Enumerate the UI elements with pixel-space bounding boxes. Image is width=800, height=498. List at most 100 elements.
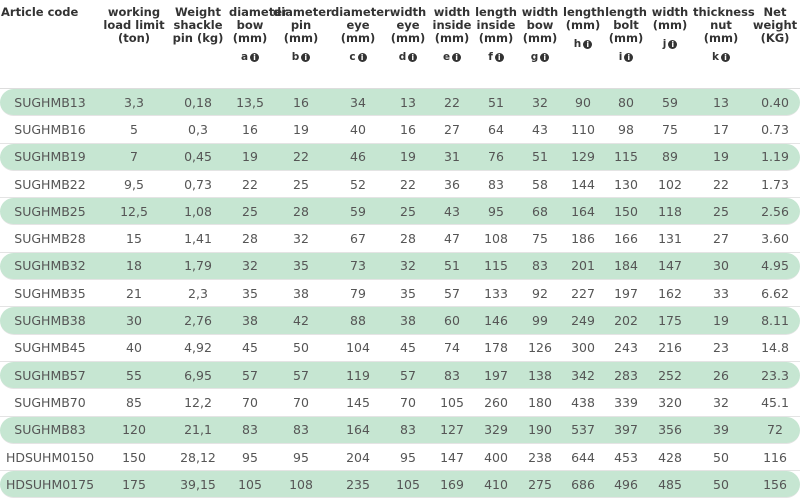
table-cell: 131 [648,225,692,253]
table-cell: 1,41 [168,225,228,253]
table-cell: 686 [562,471,604,498]
table-cell: 57 [386,361,430,390]
table-cell: 184 [604,252,648,281]
info-icon: i [540,52,550,62]
table-cell: SUGHMB45 [0,335,100,362]
table-row: SUGHMB35 21 2,3 35 38 79 35 57 133 92 227 197 162 33 6… [0,280,800,308]
table-cell: 16 [272,89,330,117]
table-cell: 22 [272,143,330,171]
table-cell: 252 [648,361,692,390]
table-cell: 400 [474,444,518,472]
table-cell: 0,45 [168,143,228,171]
table-cell: 35 [228,280,272,308]
table-cell: 320 [648,389,692,417]
table-cell: 12,5 [100,198,168,226]
table-cell: 95 [228,444,272,472]
column-header: width inside (mm) e i [430,0,474,89]
table-cell: 175 [648,307,692,335]
table-row: SUGHMB13 3,3 0,18 13,5 16 34 13 22 51 32 90 80 59 13 0… [0,89,800,117]
table-cell: 115 [474,252,518,281]
table-cell: 201 [562,252,604,281]
table-cell: 83 [518,252,562,281]
table-cell: 537 [562,416,604,444]
table-cell: 39 [692,416,750,444]
table-cell: 68 [518,198,562,226]
table-cell: 118 [648,198,692,226]
table-cell: 70 [272,389,330,417]
table-row: SUGHMB28 15 1,41 28 32 67 28 47 108 75 186 166 131 27… [0,225,800,253]
table-cell: 397 [604,416,648,444]
table-cell: 127 [430,416,474,444]
table-cell: 105 [430,389,474,417]
table-cell: 38 [272,280,330,308]
table-cell: 146 [474,307,518,335]
table-cell: SUGHMB83 [0,416,100,444]
table-cell: 67 [330,225,386,253]
table-cell: 235 [330,471,386,498]
sub-letter: g [530,51,539,63]
table-cell: 57 [228,361,272,390]
table-cell: 70 [228,389,272,417]
table-cell: 51 [518,143,562,171]
table-cell: 644 [562,444,604,472]
table-cell: 40 [100,335,168,362]
sub-letter: e [442,51,451,63]
column-header: Net weight (KG) [750,0,800,89]
table-cell: 32 [272,225,330,253]
sub-letter: d [398,51,407,63]
column-header: working load limit (ton) [100,0,168,89]
table-row: SUGHMB32 18 1,79 32 35 73 32 51 115 83 201 184 147 30… [0,252,800,281]
table-cell: 32 [228,252,272,281]
table-cell: 1.73 [750,171,800,199]
table-cell: 27 [430,116,474,144]
sub-letter: b [291,51,300,63]
column-header: length (mm) h i [562,0,605,89]
table-cell: 6.62 [750,280,800,308]
table-row: SUGHMB16 5 0,3 16 19 40 16 27 64 43 110 98 75 17 0.73 [0,116,800,144]
table-cell: 95 [474,198,518,226]
table-cell: 7 [100,143,168,171]
table-cell: 42 [272,307,330,335]
table-cell: 164 [562,198,604,226]
table-cell: 190 [518,416,562,444]
table-cell: 14.8 [750,335,800,362]
table-cell: 95 [272,444,330,472]
table-cell: 80 [604,89,648,117]
table-cell: 164 [330,416,386,444]
table-cell: 16 [386,116,430,144]
table-cell: 144 [562,171,604,199]
table-body: SUGHMB13 3,3 0,18 13,5 16 34 13 22 51 32 90 80 59 13 0… [0,89,800,498]
table-row: SUGHMB70 85 12,2 70 70 145 70 105 260 180 438 339 32… [0,389,800,417]
table-cell: 95 [386,444,430,472]
table-cell: 120 [100,416,168,444]
table-row: SUGHMB25 12,5 1,08 25 28 59 25 43 95 68 164 150 118 2… [0,198,800,226]
table-cell: 1,79 [168,252,228,281]
table-cell: 178 [474,335,518,362]
column-header: width (mm) j i [648,0,692,89]
table-row: SUGHMB22 9,5 0,73 22 25 52 22 36 83 58 144 130 102 22… [0,171,800,199]
info-icon: i [250,52,260,62]
table-row: SUGHMB19 7 0,45 19 22 46 19 31 76 51 129 115 89 19 1.1… [0,143,800,171]
table-cell: 50 [692,444,750,472]
column-header: length bolt (mm) i i [604,0,648,89]
table-cell: 342 [562,361,604,390]
table-cell: 119 [330,361,386,390]
table-cell: 23.3 [750,361,800,390]
header-label: working load limit (ton) [103,5,165,45]
table-cell: 59 [330,198,386,226]
table-cell: 22 [430,89,474,117]
table-cell: 150 [604,198,648,226]
table-cell: 105 [386,471,430,498]
table-cell: 13 [386,89,430,117]
header-label: diameter eye (mm) [331,5,390,45]
table-cell: 12,2 [168,389,228,417]
sub-letter: j [662,38,667,50]
table-cell: 72 [750,416,800,444]
table-cell: 260 [474,389,518,417]
table-cell: 238 [518,444,562,472]
table-cell: SUGHMB16 [0,116,100,144]
